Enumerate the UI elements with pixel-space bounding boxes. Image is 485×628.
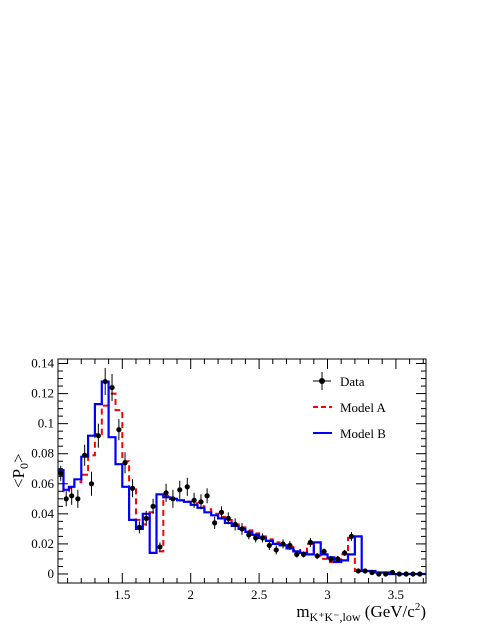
data-point — [170, 496, 176, 502]
data-point — [239, 526, 245, 532]
data-point — [109, 384, 115, 391]
data-point — [204, 493, 210, 499]
data-point — [383, 571, 389, 577]
data-point — [273, 547, 279, 553]
data-point — [69, 493, 75, 499]
y-axis-title-close: > — [9, 453, 28, 463]
y-axis-title: <P0> — [9, 453, 31, 488]
data-point — [396, 571, 402, 577]
data-point — [321, 548, 327, 555]
data-point — [177, 487, 183, 493]
data-point — [95, 433, 101, 439]
data-point — [136, 524, 142, 530]
x-axis-title-units-close: ) — [420, 602, 426, 621]
x-tick-label: 2.5 — [251, 587, 267, 602]
x-tick-label: 2 — [187, 587, 194, 602]
y-axis-title-main: <P — [9, 469, 28, 488]
data-point — [287, 542, 293, 549]
data-point — [348, 533, 355, 539]
x-axis-title-main: m — [296, 602, 309, 621]
data-point — [116, 427, 122, 433]
data-point — [307, 539, 314, 546]
data-points — [58, 368, 423, 577]
data-point — [198, 499, 204, 505]
data-point — [376, 571, 382, 577]
data-point — [82, 452, 88, 458]
data-point — [253, 535, 259, 541]
legend-model-a-label: Model A — [340, 400, 386, 415]
y-axis: 0 0.02 0.04 0.06 0.08 0.1 0.12 0.14 — [31, 356, 426, 581]
data-point — [294, 551, 300, 558]
y-tick-label: 0.1 — [38, 416, 54, 431]
data-point — [335, 556, 341, 562]
model-a-curve — [58, 392, 426, 575]
data-point — [225, 515, 231, 521]
data-point — [300, 551, 307, 558]
y-tick-label: 0 — [48, 566, 55, 581]
legend: Data Model A Model B — [313, 372, 386, 441]
data-point — [355, 568, 361, 574]
y-tick-label: 0.06 — [31, 476, 54, 491]
x-axis-title-units: (GeV/c — [361, 602, 416, 621]
data-point — [143, 515, 149, 521]
data-point — [184, 484, 190, 490]
plot-frame — [57, 358, 427, 584]
data-point — [150, 503, 156, 509]
y-tick-label: 0.12 — [31, 386, 54, 401]
legend-data-label: Data — [340, 374, 365, 389]
x-tick-label: 3 — [324, 587, 331, 602]
data-point — [75, 496, 81, 502]
data-point — [58, 470, 64, 476]
data-point — [280, 541, 286, 547]
x-tick-label: 3.5 — [388, 587, 404, 602]
data-point — [259, 535, 266, 541]
data-point — [342, 550, 348, 556]
data-point — [410, 571, 416, 577]
legend-model-b-label: Model B — [340, 426, 386, 441]
data-point — [362, 568, 368, 574]
data-point — [266, 542, 272, 549]
y-tick-label: 0.02 — [31, 536, 54, 551]
y-tick-label: 0.08 — [31, 446, 54, 461]
x-axis-title-units-exponent: 2 — [415, 601, 421, 613]
data-point — [88, 481, 95, 487]
y-tick-label: 0.14 — [31, 356, 54, 371]
x-axis-title-subscript: K⁺K⁻,low — [310, 610, 361, 624]
y-tick-label: 0.04 — [31, 506, 54, 521]
data-point — [403, 571, 409, 577]
x-axis-title: mK⁺K⁻,low (GeV/c2) — [296, 601, 426, 624]
data-point — [191, 497, 197, 503]
data-point — [314, 553, 320, 559]
data-point — [122, 460, 128, 466]
data-point — [129, 485, 136, 491]
x-tick-label: 1.5 — [114, 587, 130, 602]
data-point — [369, 569, 375, 576]
data-point — [102, 378, 108, 385]
data-point — [157, 544, 163, 550]
data-point — [389, 569, 396, 576]
data-point — [246, 532, 252, 538]
data-point — [232, 521, 238, 527]
x-axis: 1.5 2 2.5 3 3.5 — [67, 359, 424, 602]
data-point — [218, 509, 225, 515]
data-point — [63, 496, 69, 502]
y-axis-title-subscript: 0 — [17, 463, 31, 469]
legend-data-marker — [319, 378, 325, 384]
data-point — [163, 490, 169, 496]
data-point — [328, 556, 334, 562]
data-point — [212, 520, 218, 526]
